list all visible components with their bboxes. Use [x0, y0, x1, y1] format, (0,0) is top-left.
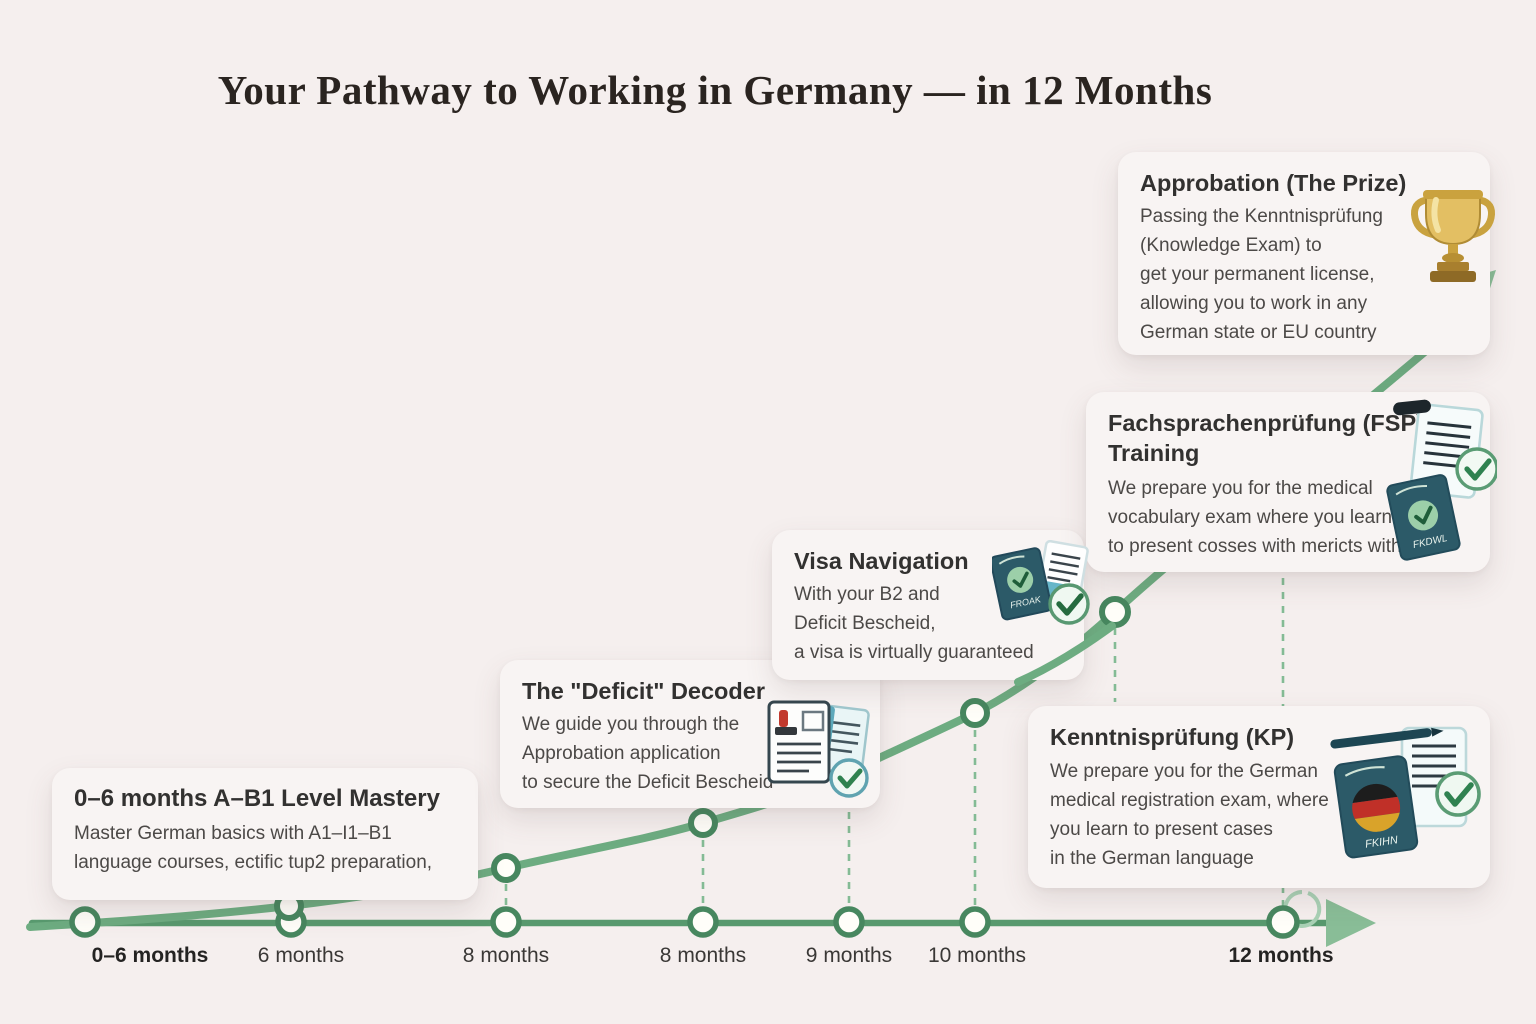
card-title: The "Deficit" Decoder — [522, 678, 765, 704]
axis-node — [490, 906, 522, 938]
axis-arrowhead-icon — [1326, 899, 1376, 947]
page-title: Your Pathway to Working in Germany — in … — [217, 67, 1213, 113]
card-body: We prepare you for the German medical re… — [1050, 761, 1329, 870]
axis-node — [959, 906, 991, 938]
card-title: 0–6 months A–B1 Level Mastery — [74, 785, 440, 812]
card-title: Approbation (The Prize) — [1140, 170, 1407, 196]
card-body: Passing the Kenntnisprüfung (Knowledge E… — [1140, 206, 1383, 344]
card-title: Fachsprachenprüfung (FSP) Training — [1108, 410, 1424, 467]
passport-scribble: FKIHN — [1364, 834, 1398, 850]
stamp-document-icon — [767, 700, 870, 798]
timeline-label: 12 months — [1228, 944, 1334, 967]
curve-node — [491, 853, 521, 883]
axis-node — [687, 906, 719, 938]
timeline-label: 6 months — [257, 944, 345, 967]
decorative-arc — [1283, 890, 1322, 928]
card-approbation: Approbation (The Prize) Passing the Kenn… — [1118, 152, 1490, 355]
trophy-icon — [1411, 190, 1495, 282]
card-title: Kenntnisprüfung (KP) — [1050, 724, 1295, 750]
passport-visa-icon: FROAK — [992, 540, 1090, 625]
axis-node — [1266, 905, 1300, 939]
timeline-label: 0–6 months — [91, 944, 209, 967]
pen-icon — [1330, 727, 1444, 749]
timeline-label: 9 months — [805, 944, 893, 967]
axis-node — [69, 906, 101, 938]
document-check-icon: FKDWL — [1386, 399, 1497, 561]
passport-flag-icon: FKIHN — [1330, 726, 1481, 859]
timeline-label: 10 months — [927, 944, 1027, 967]
timeline-curve-overlay — [1014, 622, 1116, 686]
card-level-mastery: 0–6 months A–B1 Level Mastery Master Ger… — [52, 768, 478, 900]
timeline-label: 8 months — [462, 944, 550, 967]
dashed-connectors — [504, 578, 1285, 908]
timeline-label: 8 months — [659, 944, 747, 967]
axis-node — [833, 906, 865, 938]
curve-node — [960, 698, 990, 728]
axis-nodes — [69, 905, 1300, 939]
card-body: With your B2 and Deficit Bescheid, a vis… — [794, 584, 1034, 664]
card-title: Visa Navigation — [794, 548, 969, 574]
card-body: We guide you through the Approbation app… — [522, 714, 774, 794]
card-body: We prepare you for the medical vocabular… — [1108, 478, 1402, 558]
curve-node — [688, 808, 718, 838]
card-body: Master German basics with A1–I1–B1 langu… — [74, 822, 433, 873]
